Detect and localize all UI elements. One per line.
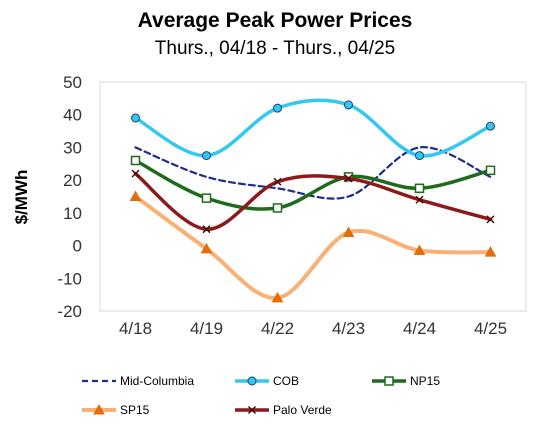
y-tick-label: -10 (57, 269, 82, 288)
sp15-line (133, 194, 493, 300)
legend-item-mid-columbia: Mid-Columbia (82, 374, 194, 388)
legend-item-sp15: SP15 (82, 403, 150, 417)
np15-point (414, 183, 425, 194)
cob-point (131, 113, 140, 123)
cob-point (415, 151, 424, 161)
chart-subtitle: Thurs., 04/18 - Thurs., 04/25 (154, 38, 396, 59)
y-tick-label: 50 (63, 73, 82, 92)
chart-title: Average Peak Power Prices (137, 9, 413, 32)
legend-item-np15: NP15 (372, 374, 440, 388)
palo-verde-point (486, 215, 495, 224)
palo-verde-line (133, 171, 493, 231)
legend-marker (93, 403, 105, 415)
legend-label: NP15 (410, 374, 440, 388)
sp15-point (413, 244, 426, 255)
palo-verde-point (415, 195, 424, 204)
sp15-point (200, 242, 213, 254)
legend-marker (247, 405, 257, 415)
y-tick-label: 20 (63, 171, 82, 190)
mid-columbia-line (134, 146, 492, 200)
sp15-point (129, 190, 142, 201)
series-sp15 (129, 190, 497, 303)
y-axis-label: $/MWh (12, 170, 31, 225)
np15-point (272, 203, 283, 213)
legend-label: COB (273, 374, 299, 388)
y-tick-label: -20 (57, 302, 82, 321)
y-tick-label: 0 (73, 237, 82, 256)
palo-verde-point (273, 177, 282, 186)
y-tick-label: 30 (63, 138, 82, 157)
np15-point (130, 155, 141, 166)
np15-point (485, 165, 496, 176)
x-tick-label: 4/25 (474, 319, 507, 338)
cob-point (344, 100, 353, 110)
x-tick-label: 4/19 (190, 319, 223, 338)
np15-line (133, 158, 493, 211)
cob-point (486, 121, 495, 131)
legend-label: Mid-Columbia (120, 374, 194, 388)
palo-verde-point (344, 174, 353, 183)
series-mid-columbia (134, 146, 492, 200)
x-tick-label: 4/23 (332, 319, 365, 338)
legend-label: SP15 (120, 403, 150, 417)
plot-area-border (99, 81, 527, 312)
legend-marker (247, 376, 257, 386)
x-tick-label: 4/24 (403, 319, 436, 338)
palo-verde-point (202, 225, 211, 234)
legend-item-palo-verde: Palo Verde (235, 403, 332, 417)
series-palo-verde (131, 169, 495, 234)
legend-marker (384, 376, 394, 386)
legend-label: Palo Verde (273, 403, 332, 417)
legend-item-cob: COB (235, 374, 299, 388)
sp15-point (271, 291, 284, 303)
x-tick-label: 4/22 (261, 319, 294, 338)
cob-line (133, 98, 493, 158)
series-cob (131, 98, 495, 161)
palo-verde-point (131, 169, 140, 178)
sp15-point (342, 226, 355, 237)
cob-point (202, 151, 211, 161)
series-np15 (130, 155, 496, 213)
cob-point (273, 103, 282, 113)
y-tick-label: 40 (63, 106, 82, 125)
y-tick-label: 10 (63, 204, 82, 223)
sp15-point (484, 246, 497, 257)
np15-point (201, 193, 212, 203)
x-tick-label: 4/18 (119, 319, 152, 338)
